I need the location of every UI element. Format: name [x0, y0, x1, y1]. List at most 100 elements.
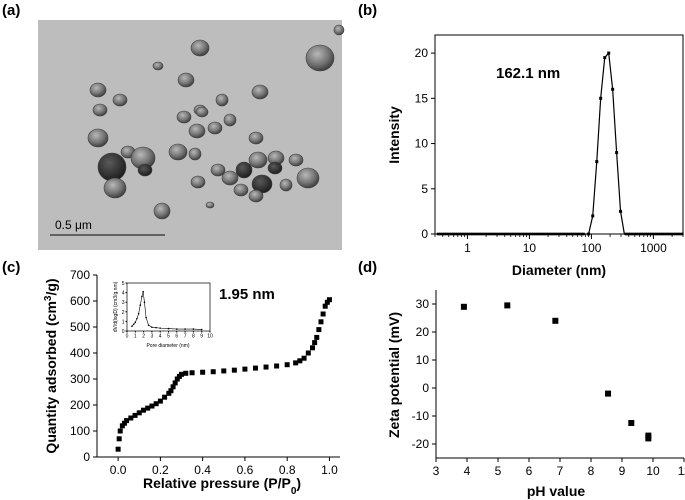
baseline-point [665, 232, 669, 236]
data-point [170, 384, 176, 390]
nanoparticle [168, 143, 188, 161]
baseline-point [681, 232, 684, 236]
baseline-point [488, 232, 492, 236]
baseline-point [644, 232, 647, 236]
nanoparticle [288, 153, 304, 167]
baseline-point [540, 232, 544, 236]
x-tick-label: 0 [126, 334, 129, 340]
y-tick-label: 300 [70, 372, 90, 386]
baseline-point [652, 232, 656, 236]
baseline-point [659, 232, 662, 236]
y-tick-label: 4 [122, 291, 125, 297]
data-point [139, 304, 142, 306]
nanoparticle [248, 189, 264, 203]
data-point [116, 436, 122, 442]
x-tick-label: 8 [192, 334, 195, 340]
baseline-point [676, 232, 680, 236]
chart-b-series [436, 51, 684, 236]
baseline-point [648, 232, 652, 236]
y-tick-label: 0 [122, 329, 125, 335]
chart-b-ylabel: Intensity [386, 106, 402, 164]
chart-d-y-axis: -20 -10 0 10 20 30 [412, 297, 436, 451]
x-tick-label: 4 [464, 464, 471, 478]
data-point [184, 328, 186, 330]
x-tick-label: 3 [433, 464, 440, 478]
baseline-point [504, 232, 507, 236]
data-point [157, 398, 163, 404]
chart-d-x-axis: 3 4 5 6 7 8 9 10 11 [433, 458, 685, 478]
baseline-point [624, 232, 628, 236]
data-point [324, 299, 330, 305]
data-point [242, 366, 248, 372]
data-point [124, 418, 130, 424]
chart-d-ylabel: Zeta potential (mV) [386, 312, 402, 438]
data-point [312, 340, 318, 346]
inset-x-axis: 0 1 2 3 4 5 6 7 8 9 10 [126, 331, 213, 340]
data-point [274, 363, 280, 369]
nanoparticle [92, 103, 108, 117]
data-point [176, 328, 178, 330]
data-point [137, 312, 140, 315]
y-tick-label: 5 [421, 182, 428, 196]
x-tick-label: 4 [159, 334, 162, 340]
chart-b-y-axis: 0 5 10 15 20 [415, 46, 435, 241]
data-point [460, 303, 467, 310]
inset-series [131, 290, 203, 331]
baseline-point [551, 232, 555, 236]
baseline-point [443, 232, 446, 236]
x-tick-label: 10 [523, 241, 537, 255]
baseline-point [674, 232, 678, 236]
x-tick-label: 0.0 [110, 463, 127, 477]
chart-c-y-axis: 0 100 200 300 400 500 600 700 [70, 268, 97, 464]
chart-c-annotation: 1.95 nm [219, 286, 275, 303]
x-tick-label: 11 [678, 464, 685, 478]
x-tick-label: 5 [167, 334, 170, 340]
x-tick-label: 7 [184, 334, 187, 340]
baseline-point [514, 232, 518, 236]
baseline-point [438, 232, 442, 236]
baseline-point [462, 232, 466, 236]
nanoparticle [210, 163, 226, 177]
baseline-point [543, 232, 546, 236]
data-point [128, 415, 134, 421]
data-point [599, 96, 603, 100]
data-point [167, 327, 170, 330]
y-tick-label: 100 [70, 424, 90, 438]
x-tick-label: 9 [200, 334, 203, 340]
baseline-point [633, 232, 636, 236]
data-point [552, 317, 559, 324]
y-tick-label: 20 [416, 325, 430, 339]
nanoparticle [188, 147, 202, 161]
x-tick-label: 2 [142, 334, 145, 340]
y-tick-label: -20 [412, 437, 430, 451]
nanoparticle [190, 39, 210, 57]
baseline-point [495, 232, 498, 236]
baseline-point [549, 232, 553, 236]
baseline-point [547, 232, 551, 236]
data-point [172, 380, 178, 386]
baseline-point [517, 232, 520, 236]
nanoparticle [207, 121, 223, 135]
baseline-point [577, 232, 581, 236]
data-point [183, 370, 189, 376]
baseline-point [486, 232, 490, 236]
tem-background [38, 20, 342, 250]
inset-ylabel: dV/d(logD) (cm3/g.nm) [113, 281, 119, 332]
nanoparticle [248, 151, 268, 169]
baseline-point [628, 232, 632, 236]
baseline-point [482, 232, 485, 236]
y-tick-label: -10 [412, 409, 430, 423]
baseline-point [449, 232, 453, 236]
panel-label-b: (b) [358, 2, 377, 19]
baseline-point [469, 232, 472, 236]
baseline-point [512, 232, 516, 236]
baseline-point [580, 232, 583, 236]
baseline-point [521, 232, 525, 236]
nanoparticle [205, 201, 215, 209]
data-point [320, 311, 326, 317]
y-tick-label: 600 [70, 294, 90, 308]
chart-d-series [460, 302, 652, 442]
baseline-point [436, 232, 440, 236]
data-point [284, 362, 290, 368]
baseline-point [471, 232, 475, 236]
